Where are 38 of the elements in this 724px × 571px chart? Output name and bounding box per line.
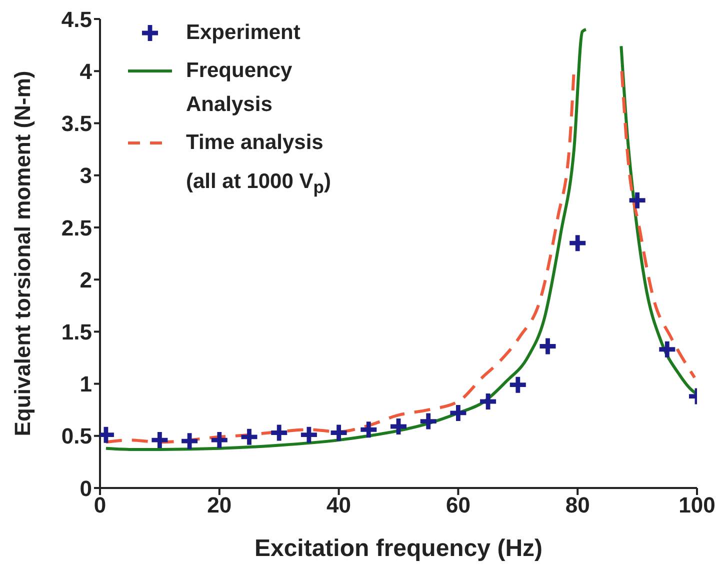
point — [450, 404, 466, 421]
annotation: (all at 1000 V$_{p}$) — [186, 170, 331, 198]
point — [629, 192, 646, 208]
point — [659, 341, 676, 358]
x-tick-label: 20 — [207, 492, 232, 518]
x-tick-label: 100 — [678, 492, 716, 518]
y-tick-label: 1 — [80, 372, 92, 397]
x-tick-label: 60 — [446, 492, 470, 518]
legend-label: Time analysis — [186, 130, 324, 156]
y-tick-label: 0 — [80, 476, 92, 501]
point — [271, 424, 288, 441]
y-tick-label: 4.5 — [61, 6, 92, 32]
y-axis-title: Equivalent torsional moment (N-m) — [10, 70, 35, 436]
point — [360, 422, 377, 438]
point — [241, 428, 258, 445]
point — [480, 393, 496, 410]
point — [211, 432, 228, 448]
point — [182, 433, 198, 450]
y-tick-label: 3.5 — [61, 111, 92, 136]
y-tick-label: 4 — [80, 58, 93, 84]
point — [420, 413, 436, 430]
y-tick-label: 2.5 — [61, 215, 92, 240]
y-tick-label: 2 — [80, 267, 92, 292]
x-tick-label: 40 — [326, 492, 352, 518]
point — [300, 426, 317, 443]
legend-label: Frequency Analysis — [186, 58, 294, 118]
y-tick-label: 0.5 — [61, 424, 92, 449]
point — [330, 424, 347, 441]
point — [540, 338, 556, 354]
y-tick-label: 3 — [80, 163, 92, 188]
x-tick-label: 80 — [565, 492, 590, 518]
point — [390, 418, 406, 435]
y-tick-label: 1.5 — [61, 319, 92, 344]
legend-label: Experiment — [186, 20, 302, 46]
point — [510, 376, 526, 393]
point — [152, 432, 168, 448]
x-axis-title: Excitation frequency (Hz) — [254, 535, 543, 562]
point — [570, 235, 586, 252]
